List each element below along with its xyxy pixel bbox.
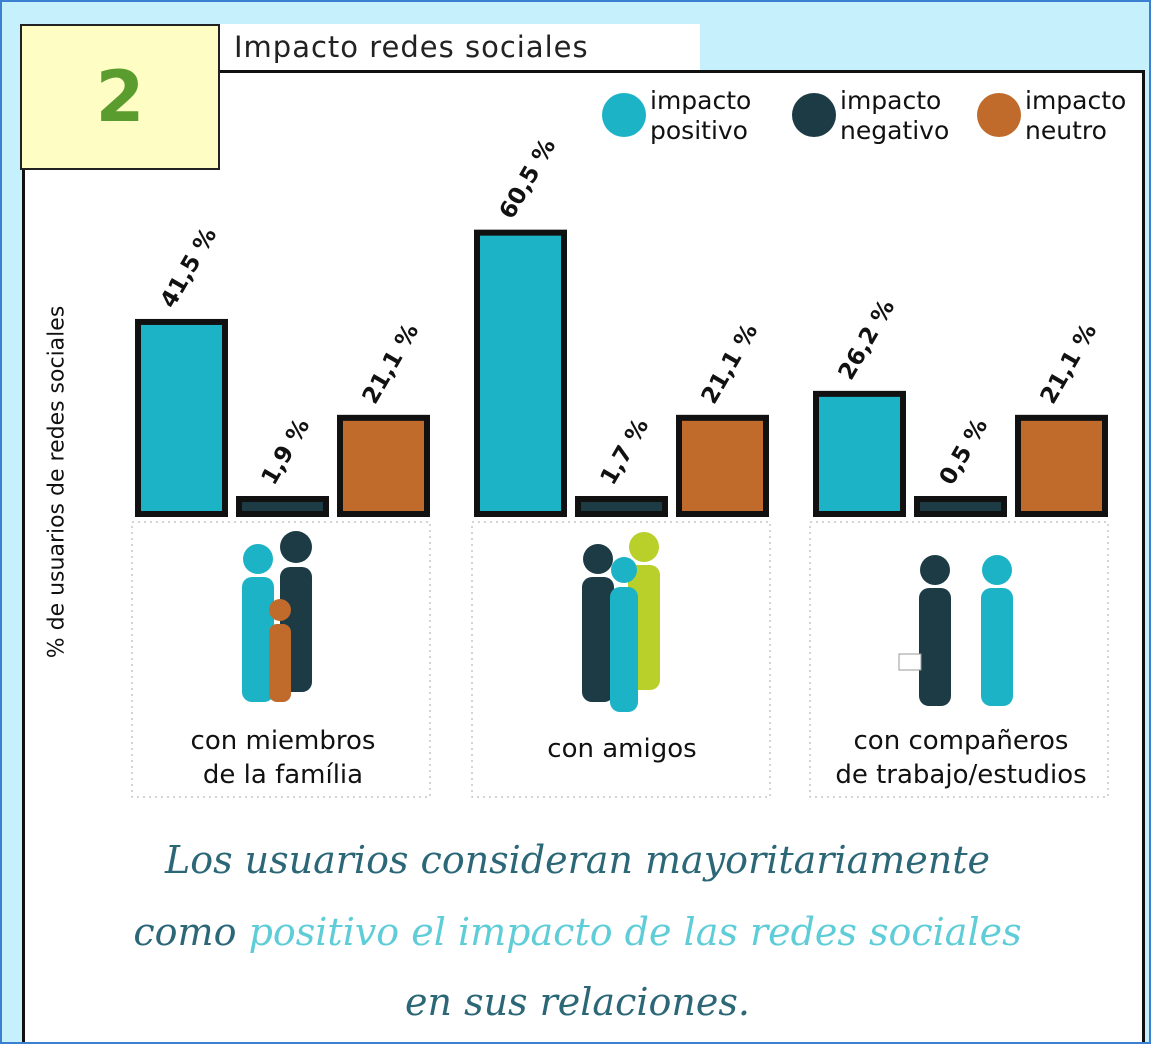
legend-label: impacto positivo bbox=[650, 86, 752, 145]
people-icons bbox=[131, 521, 1109, 798]
category-label: con compañeros de trabajo/estudios bbox=[835, 726, 1087, 790]
category-label: con miembros de la família bbox=[190, 726, 376, 790]
caption-line: en sus relaciones. bbox=[405, 980, 750, 1024]
legend-icon bbox=[602, 93, 646, 137]
bar bbox=[914, 496, 1007, 517]
bar bbox=[1015, 414, 1108, 517]
legend-label: impacto neutro bbox=[1025, 86, 1127, 145]
bar bbox=[236, 496, 329, 517]
bar bbox=[676, 414, 769, 517]
caption-text: como bbox=[133, 910, 237, 954]
bar bbox=[813, 390, 906, 517]
bar bbox=[337, 414, 430, 517]
bar bbox=[575, 496, 668, 517]
title-bar bbox=[220, 24, 700, 72]
legend-icon bbox=[792, 93, 836, 137]
y-axis-label: % de usuarios de redes sociales bbox=[44, 305, 70, 659]
chart-title: Impacto redes sociales bbox=[234, 30, 589, 64]
bar bbox=[474, 229, 567, 517]
caption-line: Los usuarios consideran mayoritariamente bbox=[164, 838, 991, 882]
badge: 2 bbox=[20, 24, 220, 170]
caption-highlight: positivo el impacto de las redes sociale… bbox=[248, 910, 1022, 954]
legend-label: impacto negativo bbox=[840, 86, 950, 145]
category-label: con amigos bbox=[547, 734, 697, 764]
legend-icon bbox=[977, 93, 1021, 137]
caption-line: como positivo el impacto de las redes so… bbox=[2, 910, 1149, 954]
bar bbox=[135, 318, 228, 518]
